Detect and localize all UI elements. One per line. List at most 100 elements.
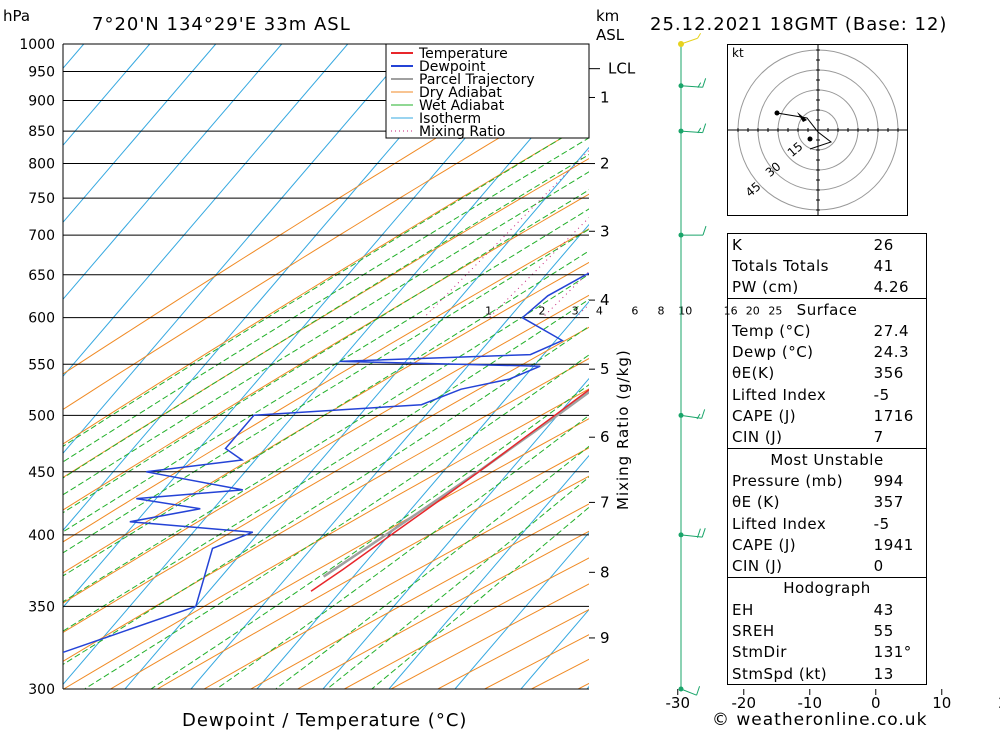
index-label: SREH (732, 621, 775, 640)
indices-row: CIN (J) 7 (728, 427, 927, 449)
temperature-tick-label: 20 (998, 694, 1000, 712)
isotherm-line (63, 44, 349, 378)
index-label: Pressure (mb) (732, 471, 844, 490)
pressure-tick-label: 350 (28, 599, 55, 615)
temperature-tick-label: 0 (871, 694, 881, 712)
wind-barb-shaft (680, 37, 698, 45)
index-value: 13 (873, 664, 894, 683)
indices-row: CAPE (J) 1716 (728, 405, 927, 426)
wet-adiabat-line (63, 273, 589, 603)
dry-adiabat-line (63, 261, 589, 574)
km-tick-label: 4 (600, 291, 610, 309)
mixing-ratio-label: 2 (539, 305, 546, 318)
indices-row: PW (cm) 4.26 (728, 277, 927, 299)
pressure-unit-label: hPa (3, 7, 30, 25)
isotherm-line (63, 44, 547, 609)
wet-adiabat-line (275, 445, 589, 689)
isotherm-line (63, 69, 589, 686)
isotherm-line (63, 44, 283, 301)
dry-adiabat-line (203, 475, 589, 689)
mixing-ratio-axis-label: Mixing Ratio (g/kg) (614, 349, 632, 510)
indices-row: SREH 55 (728, 620, 927, 641)
mixing-ratio-label: 1 (485, 305, 492, 318)
pressure-tick-label: 800 (28, 157, 55, 173)
temperature-profile (310, 388, 589, 592)
wet-adiabat-line (63, 120, 589, 447)
legend-isotherm: Isotherm (419, 111, 481, 127)
hodograph-unit: kt (732, 46, 744, 60)
indices-row: Lifted Index -5 (728, 384, 927, 405)
indices-row: Lifted Index -5 (728, 513, 927, 534)
wet-adiabat-line (63, 189, 589, 514)
section-title: Hodograph (727, 576, 927, 600)
index-value: 27.4 (873, 321, 910, 340)
index-label: Lifted Index (732, 385, 827, 404)
indices-row: K 26 (728, 234, 927, 256)
index-label: EH (732, 600, 754, 619)
height-unit-km: km (596, 7, 619, 25)
wind-barb-flag (697, 127, 702, 134)
hodograph-arrow (797, 112, 807, 122)
isotherm-line (124, 146, 589, 689)
mixing-ratio-label: 10 (678, 305, 692, 318)
pressure-tick-label: 1000 (19, 37, 55, 53)
pressure-tick-label: 900 (28, 93, 55, 109)
index-value: 41 (873, 256, 894, 275)
pressure-tick-label: 700 (28, 228, 55, 244)
mixing-ratio-label: 3 (572, 305, 579, 318)
wind-barb-flag (697, 32, 702, 39)
legend: Temperature Dewpoint Parcel Trajectory D… (385, 43, 590, 140)
legend-mixing-ratio: Mixing Ratio (419, 124, 505, 140)
index-label: Dewp (°C) (732, 343, 814, 362)
index-label: θE (K) (732, 493, 780, 512)
index-value: 24.3 (873, 343, 910, 362)
dry-adiabat-line (249, 503, 589, 689)
index-value: 4.26 (873, 278, 910, 297)
hodograph: kt 15 30 45 (727, 44, 908, 216)
wet-adiabat-line (63, 250, 589, 577)
index-label: CAPE (J) (732, 535, 797, 554)
dry-adiabat-line (63, 326, 589, 634)
wet-adiabat-line (63, 325, 589, 666)
isotherm-line (63, 44, 217, 224)
km-tick-label: 5 (600, 360, 610, 378)
index-label: CIN (J) (732, 557, 783, 576)
mixing-ratio-label: 8 (658, 305, 665, 318)
x-axis-label: Dewpoint / Temperature (°C) (182, 710, 467, 731)
wind-barb-flag (701, 528, 706, 538)
index-label: CAPE (J) (732, 407, 797, 426)
mixing-ratio-label: 4 (596, 305, 603, 318)
legend-dewpoint: Dewpoint (419, 59, 486, 75)
wet-adiabat-line (63, 171, 589, 496)
indices-row: CAPE (J) 1941 (728, 534, 927, 555)
km-tick-label: 8 (600, 563, 610, 581)
isotherm-line (388, 454, 589, 689)
wind-barb-shaft (680, 130, 703, 134)
pressure-tick-label: 950 (28, 64, 55, 80)
mixing-ratio-line (423, 149, 589, 319)
index-value: 55 (873, 621, 894, 640)
index-label: Totals Totals (732, 256, 829, 275)
index-value: -5 (873, 514, 890, 533)
dry-adiabat-line (63, 157, 589, 479)
index-label: StmSpd (kt) (732, 664, 828, 683)
km-tick-label: 3 (600, 222, 610, 240)
km-tick-label: 7 (600, 493, 610, 511)
pressure-tick-label: 750 (28, 191, 55, 207)
indices-section-header: Surface (727, 297, 927, 321)
dry-adiabat-line (109, 418, 589, 689)
wind-barb-flag (696, 413, 701, 420)
km-tick-label: 9 (600, 629, 610, 647)
temperature-tick-label: 10 (932, 694, 951, 712)
index-value: 1716 (873, 407, 914, 426)
index-label: StmDir (732, 643, 787, 662)
isotherm-line (63, 44, 481, 532)
pressure-tick-label: 450 (28, 465, 55, 481)
wind-barb-shaft (680, 85, 703, 88)
wind-barb-flag (702, 225, 707, 236)
legend-parcel: Parcel Trajectory (419, 72, 535, 88)
dry-adiabat-line (63, 294, 589, 604)
wind-barb-flag (696, 686, 701, 696)
pressure-tick-label: 600 (28, 311, 55, 327)
legend-wet-adiabat: Wet Adiabat (419, 98, 505, 114)
